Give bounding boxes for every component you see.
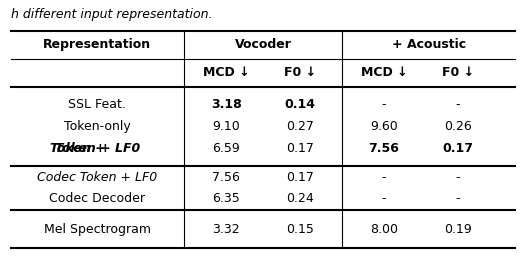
Text: Token-only: Token-only xyxy=(64,120,130,133)
Text: SSL Feat.: SSL Feat. xyxy=(68,99,126,111)
Text: 7.56: 7.56 xyxy=(369,142,399,155)
Text: h different input representation.: h different input representation. xyxy=(11,8,212,21)
Text: 6.59: 6.59 xyxy=(213,142,240,155)
Text: -: - xyxy=(382,172,386,184)
Text: Vocoder: Vocoder xyxy=(235,38,291,51)
Text: 0.14: 0.14 xyxy=(285,99,315,111)
Text: Mel Spectrogram: Mel Spectrogram xyxy=(44,223,151,236)
Text: 0.27: 0.27 xyxy=(286,120,313,133)
Text: 0.15: 0.15 xyxy=(286,223,313,236)
Text: -: - xyxy=(456,172,460,184)
Text: 9.10: 9.10 xyxy=(213,120,240,133)
Text: -: - xyxy=(456,99,460,111)
Text: Representation: Representation xyxy=(43,38,151,51)
Text: F0 ↓: F0 ↓ xyxy=(441,67,474,79)
Text: F0 ↓: F0 ↓ xyxy=(284,67,316,79)
Text: MCD ↓: MCD ↓ xyxy=(203,67,249,79)
Text: 0.26: 0.26 xyxy=(444,120,471,133)
Text: -: - xyxy=(456,192,460,205)
Text: Token + LF0: Token + LF0 xyxy=(55,142,140,155)
Text: 7.56: 7.56 xyxy=(213,172,240,184)
Text: -: - xyxy=(382,192,386,205)
Text: + Acoustic: + Acoustic xyxy=(392,38,466,51)
Text: 0.17: 0.17 xyxy=(442,142,473,155)
Text: -: - xyxy=(382,99,386,111)
Text: MCD ↓: MCD ↓ xyxy=(361,67,407,79)
Text: 3.32: 3.32 xyxy=(213,223,240,236)
Text: 6.35: 6.35 xyxy=(213,192,240,205)
Text: 8.00: 8.00 xyxy=(370,223,398,236)
Text: 3.18: 3.18 xyxy=(211,99,241,111)
Text: 0.17: 0.17 xyxy=(286,172,313,184)
Text: 0.19: 0.19 xyxy=(444,223,471,236)
Text: Codec Token + LF0: Codec Token + LF0 xyxy=(37,172,157,184)
Text: Token +: Token + xyxy=(50,142,110,155)
Text: Codec Decoder: Codec Decoder xyxy=(49,192,145,205)
Text: 0.24: 0.24 xyxy=(286,192,313,205)
Text: 9.60: 9.60 xyxy=(370,120,398,133)
Text: 0.17: 0.17 xyxy=(286,142,313,155)
